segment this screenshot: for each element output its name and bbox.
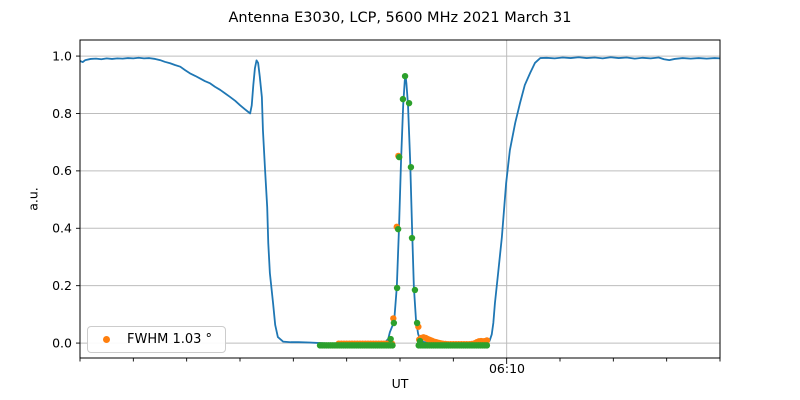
y-tick-label: 0.4 xyxy=(52,221,72,236)
scatter-point xyxy=(413,319,421,327)
y-axis-label: a.u. xyxy=(25,187,41,211)
legend: FWHM 1.03 ° xyxy=(87,326,226,353)
scatter-point xyxy=(387,335,394,343)
y-tick-label: 0.8 xyxy=(52,106,72,121)
scatter-point xyxy=(483,337,491,344)
scatter-point xyxy=(393,284,401,292)
green-scatter-series xyxy=(316,72,491,349)
scatter-point xyxy=(399,95,407,103)
scatter-point xyxy=(389,342,396,349)
scatter-point xyxy=(401,72,409,80)
scatter-point xyxy=(407,163,415,171)
chart-title: Antenna E3030, LCP, 5600 MHz 2021 March … xyxy=(228,10,572,26)
scatter-point xyxy=(483,342,491,349)
scatter-point xyxy=(396,153,403,161)
y-tick-label: 0.6 xyxy=(52,163,72,178)
scatter-point xyxy=(408,234,416,242)
y-tick-label: 0.2 xyxy=(52,278,72,293)
scatter-point xyxy=(411,286,419,294)
scatter-point xyxy=(394,225,402,233)
legend-marker-icon xyxy=(103,336,110,343)
legend-label: FWHM 1.03 ° xyxy=(127,332,213,347)
y-tick-label: 0.0 xyxy=(52,335,72,350)
y-tick-label: 1.0 xyxy=(52,48,72,63)
scatter-point xyxy=(390,319,398,327)
x-tick-label: 06:10 xyxy=(488,361,526,376)
x-axis-label: UT xyxy=(391,376,409,391)
scatter-point xyxy=(405,99,413,107)
axis-ticks: 0.0 0.2 0.4 0.6 0.8 1.0 xyxy=(52,48,721,364)
